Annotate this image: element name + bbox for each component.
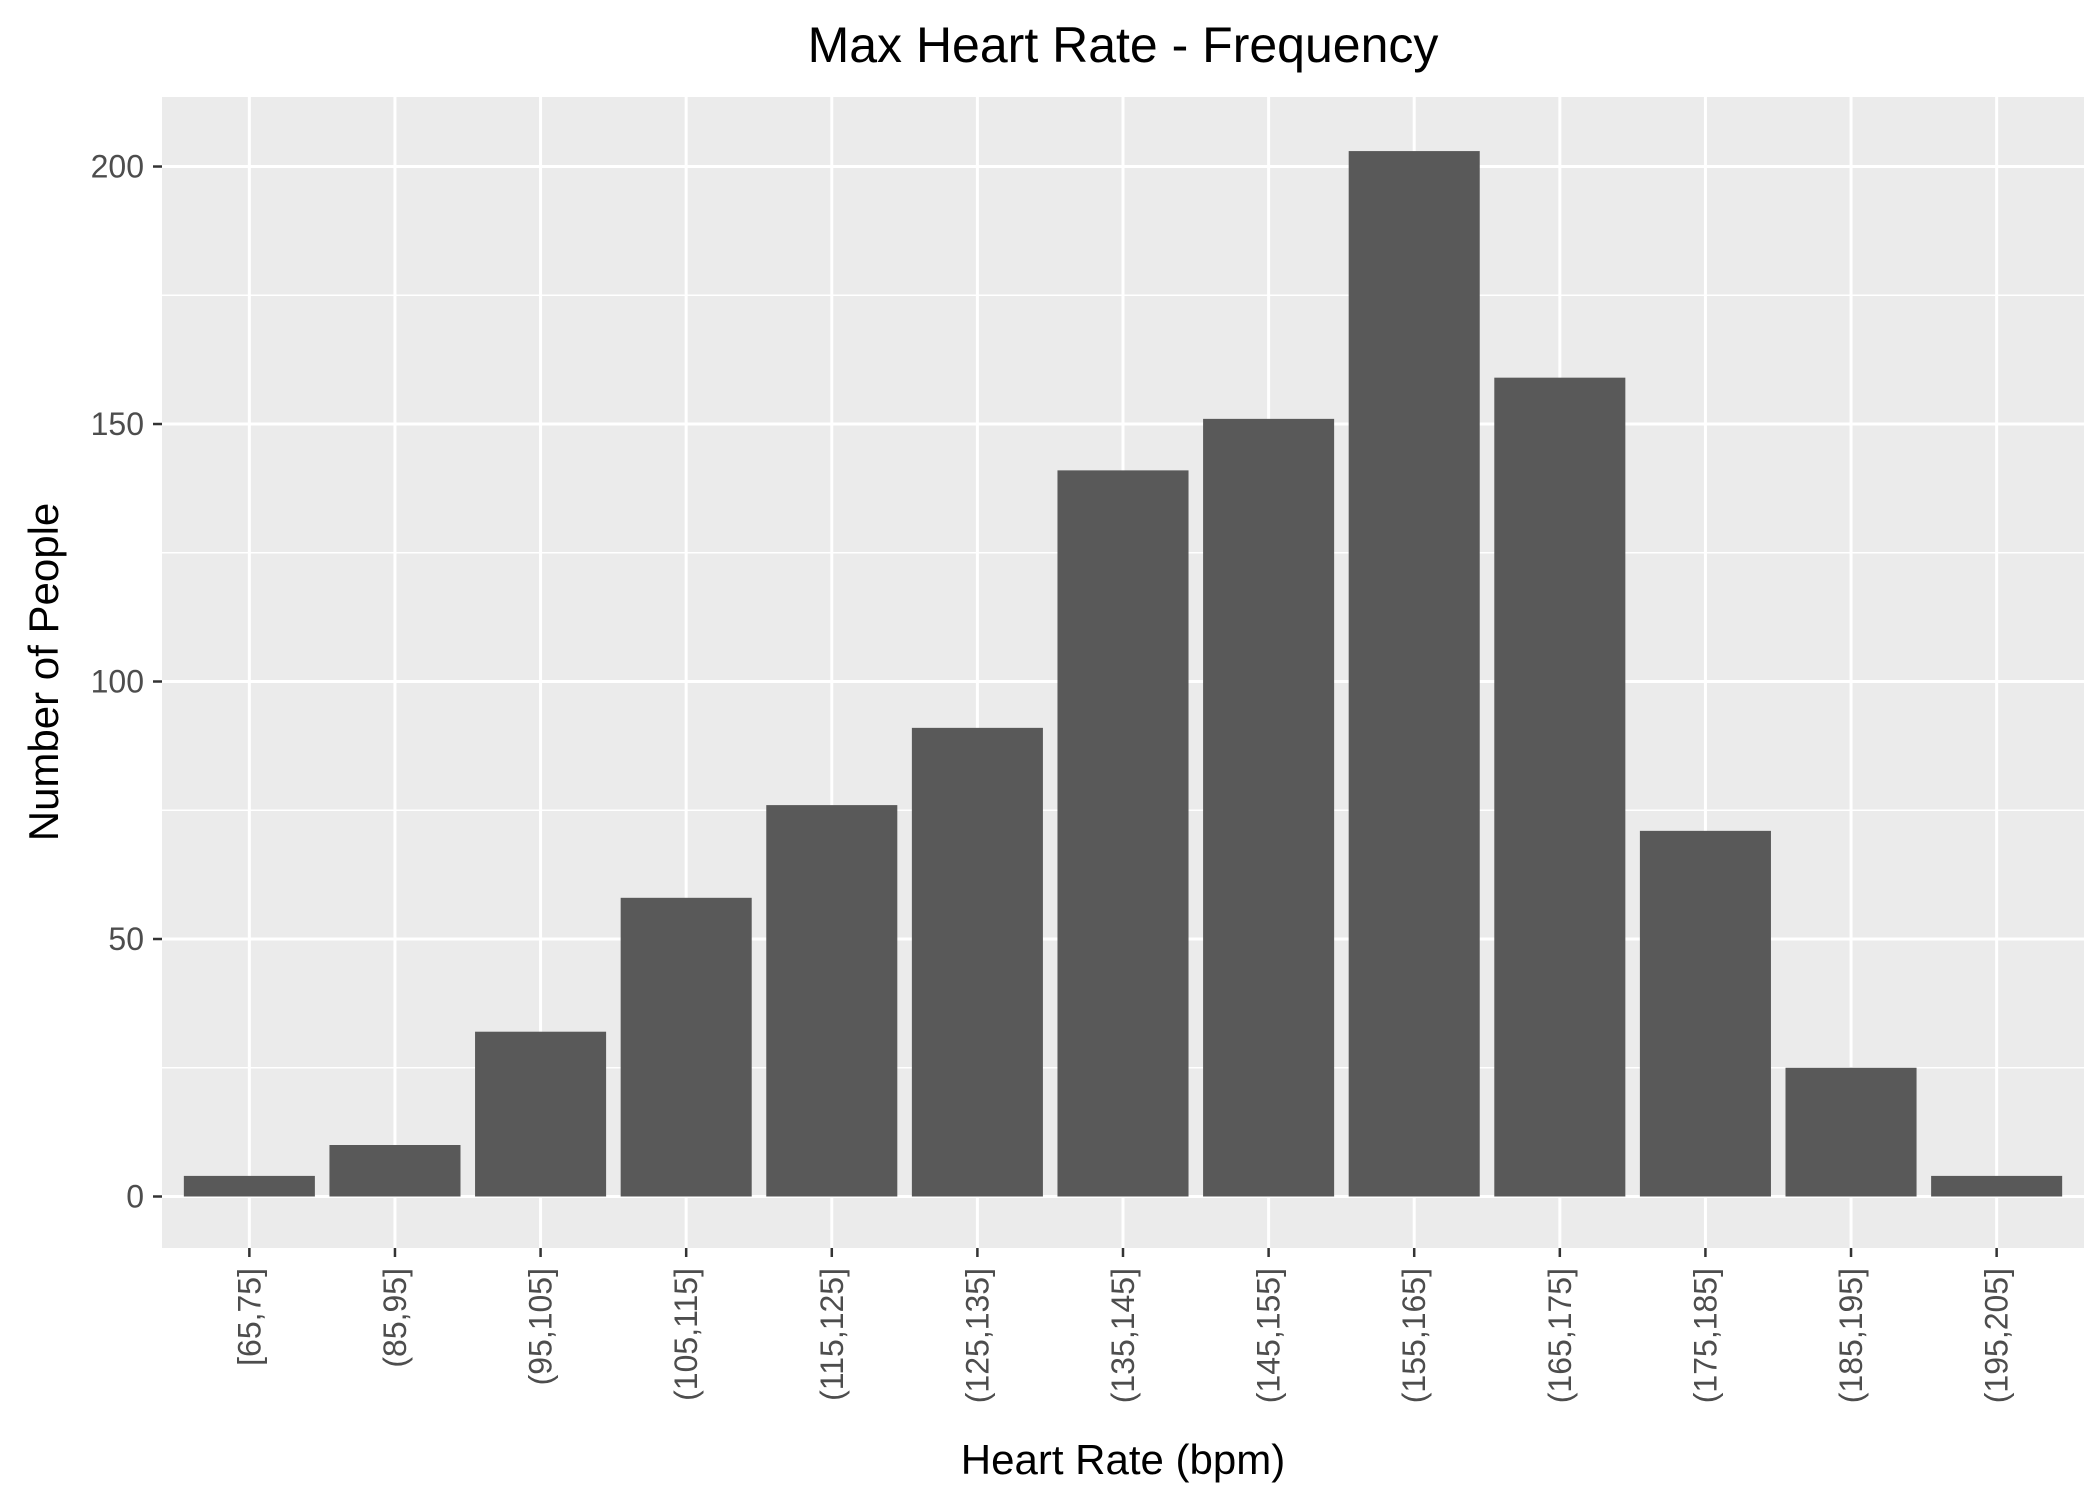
bar bbox=[183, 1175, 315, 1197]
x-tick-label: (165,175] bbox=[1542, 1268, 1578, 1403]
bar bbox=[1203, 418, 1335, 1197]
y-tick-label: 150 bbox=[91, 406, 144, 442]
x-tick-label: (115,125] bbox=[814, 1268, 850, 1401]
bar bbox=[620, 897, 752, 1197]
x-tick-label: (95,105] bbox=[523, 1268, 559, 1385]
x-tick-label: (145,155] bbox=[1251, 1268, 1287, 1403]
y-tick-label: 0 bbox=[126, 1179, 144, 1215]
y-tick-label: 200 bbox=[91, 149, 144, 185]
bars bbox=[183, 151, 2063, 1197]
bar bbox=[911, 727, 1043, 1197]
bar bbox=[766, 805, 898, 1197]
x-axis: [65,75] (85,95] (95,105] (105,115] (115,125]… bbox=[231, 1248, 2015, 1403]
x-tick-label: [65,75] bbox=[231, 1268, 267, 1366]
x-axis-title: Heart Rate (bpm) bbox=[961, 1436, 1285, 1483]
x-tick-label: (105,115] bbox=[668, 1268, 704, 1401]
bar bbox=[1348, 151, 1480, 1197]
y-tick-label: 100 bbox=[91, 664, 144, 700]
y-axis: 0 50 100 150 200 bbox=[91, 149, 162, 1215]
bar bbox=[1057, 470, 1189, 1197]
bar bbox=[1785, 1067, 1917, 1197]
chart-title: Max Heart Rate - Frequency bbox=[808, 17, 1439, 73]
x-tick-label: (135,145] bbox=[1105, 1268, 1141, 1403]
bar bbox=[1639, 830, 1771, 1197]
bar bbox=[475, 1031, 607, 1197]
x-tick-label: (125,135] bbox=[959, 1268, 995, 1403]
x-tick-label: (185,195] bbox=[1833, 1268, 1869, 1403]
y-axis-title: Number of People bbox=[20, 503, 67, 842]
bar bbox=[1931, 1175, 2063, 1197]
x-tick-label: (195,205] bbox=[1979, 1268, 2015, 1403]
bar bbox=[329, 1145, 461, 1197]
x-tick-label: (175,185] bbox=[1687, 1268, 1723, 1403]
x-tick-label: (85,95] bbox=[377, 1268, 413, 1368]
x-tick-label: (155,165] bbox=[1396, 1268, 1432, 1403]
bar bbox=[1494, 377, 1626, 1197]
y-tick-label: 50 bbox=[108, 921, 144, 957]
